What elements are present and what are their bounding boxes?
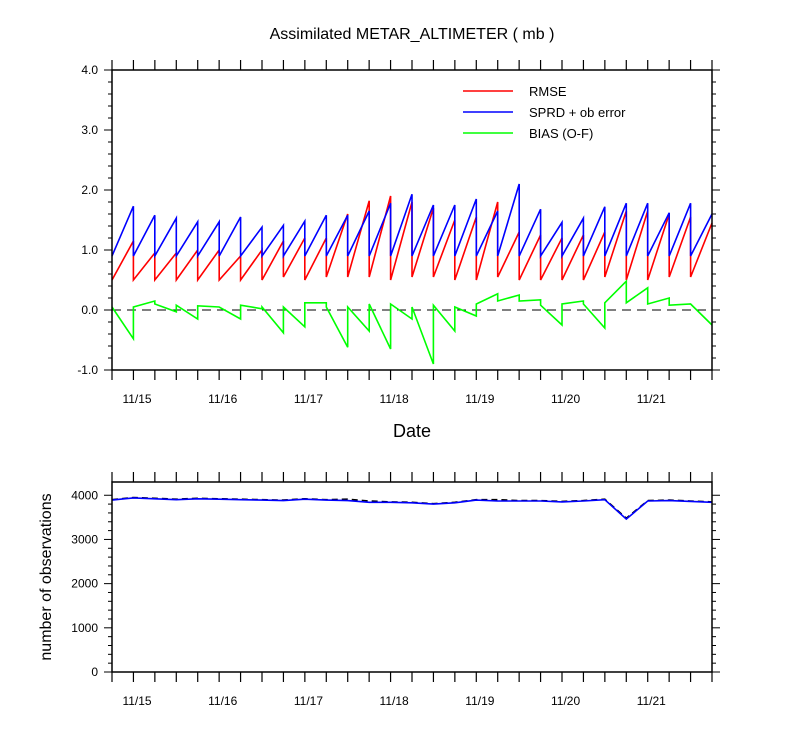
bottom-series-observations-assimilated (111, 497, 713, 521)
top-date-label: 11/18 (380, 392, 409, 406)
top-ytick-label: 2.0 (81, 183, 98, 197)
top-plot-frame (111, 69, 713, 371)
top-series-bias-o-f- (111, 279, 713, 365)
legend-bias-label: BIAS (O-F) (529, 126, 593, 141)
top-ytick-label: 4.0 (81, 63, 98, 77)
bottom-date-label: 11/16 (208, 694, 237, 708)
top-date-label: 11/15 (122, 392, 151, 406)
top-date-label: 11/19 (465, 392, 494, 406)
top-date-label: 11/17 (294, 392, 323, 406)
top-date-label: 11/20 (551, 392, 580, 406)
bottom-date-label: 11/18 (380, 694, 409, 708)
bottom-ytick-label: 1000 (71, 621, 98, 635)
top-axes: -1.0 0.0 1.0 2.0 3.0 4.0 11/15 11/16 11/17 11/18 1… (77, 60, 720, 406)
bottom-ytick-label: 0 (91, 665, 98, 679)
legend-spread-label: SPRD + ob error (529, 105, 626, 120)
bottom-date-label: 11/15 (122, 694, 151, 708)
top-date-label: 11/16 (208, 392, 237, 406)
top-ytick-label: -1.0 (77, 363, 98, 377)
x-axis-label: Date (393, 421, 431, 441)
y-axis-label: number of observations (38, 493, 55, 660)
bottom-date-label: 11/19 (465, 694, 494, 708)
top-series-group (111, 183, 713, 365)
bottom-plot-frame (111, 481, 713, 673)
chart-title: Assimilated METAR_ALTIMETER ( mb ) (270, 26, 555, 43)
top-ytick-label: 3.0 (81, 123, 98, 137)
top-series-sprd-ob-error (111, 183, 713, 260)
bottom-ytick-label: 2000 (71, 577, 98, 591)
top-ytick-label: 0.0 (81, 303, 98, 317)
observations-count-chart: 0 1000 2000 3000 4000 11/15 11/16 11/17 11/18 11/… (38, 472, 720, 708)
bottom-date-label: 11/20 (551, 694, 580, 708)
top-ytick-label: 1.0 (81, 243, 98, 257)
legend-rmse-label: RMSE (529, 84, 567, 99)
top-date-label: 11/21 (637, 392, 666, 406)
rmse-spread-bias-chart: Assimilated METAR_ALTIMETER ( mb ) -1.0 0… (77, 26, 720, 441)
bottom-ytick-label: 4000 (71, 488, 98, 502)
bottom-date-label: 11/21 (637, 694, 666, 708)
bottom-date-label: 11/17 (294, 694, 323, 708)
legend: RMSE SPRD + ob error BIAS (O-F) (463, 84, 626, 141)
bottom-series-group (111, 496, 713, 521)
bottom-ytick-label: 3000 (71, 532, 98, 546)
